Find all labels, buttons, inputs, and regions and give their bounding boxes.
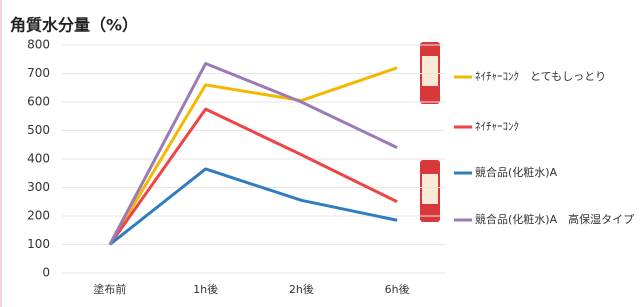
product-image — [420, 42, 440, 222]
series-line — [110, 109, 397, 244]
legend-label: 競合品(化粧水)A — [475, 165, 558, 179]
y-tick-label: 800 — [27, 38, 50, 52]
frame-edge — [0, 0, 2, 307]
x-tick-label: 1h後 — [193, 282, 218, 296]
series-line — [110, 68, 397, 245]
chart-title: 角質水分量（%） — [10, 16, 138, 35]
legend-label: ﾈｲﾁｬｰｺﾝｸ とてもしっとり — [475, 70, 606, 83]
y-tick-label: 700 — [27, 66, 50, 80]
y-tick-label: 400 — [27, 152, 50, 166]
legend-label: 競合品(化粧水)A 高保湿タイプ — [475, 212, 634, 226]
y-tick-label: 500 — [27, 123, 50, 137]
y-tick-label: 300 — [27, 180, 50, 194]
legend-label: ﾈｲﾁｬｰｺﾝｸ — [475, 120, 519, 133]
chart: 角質水分量（%） 0 100 200 300 400 500 600 700 800 塗布前 1h後… — [0, 0, 643, 307]
series-line — [110, 64, 397, 245]
x-tick-label: 塗布前 — [93, 282, 126, 296]
y-tick-label: 100 — [27, 237, 50, 251]
x-tick-label: 2h後 — [289, 282, 314, 296]
y-tick-label: 200 — [27, 209, 50, 223]
y-tick-label: 600 — [27, 95, 50, 109]
y-tick-label: 0 — [42, 266, 50, 280]
x-tick-label: 6h後 — [385, 282, 410, 296]
